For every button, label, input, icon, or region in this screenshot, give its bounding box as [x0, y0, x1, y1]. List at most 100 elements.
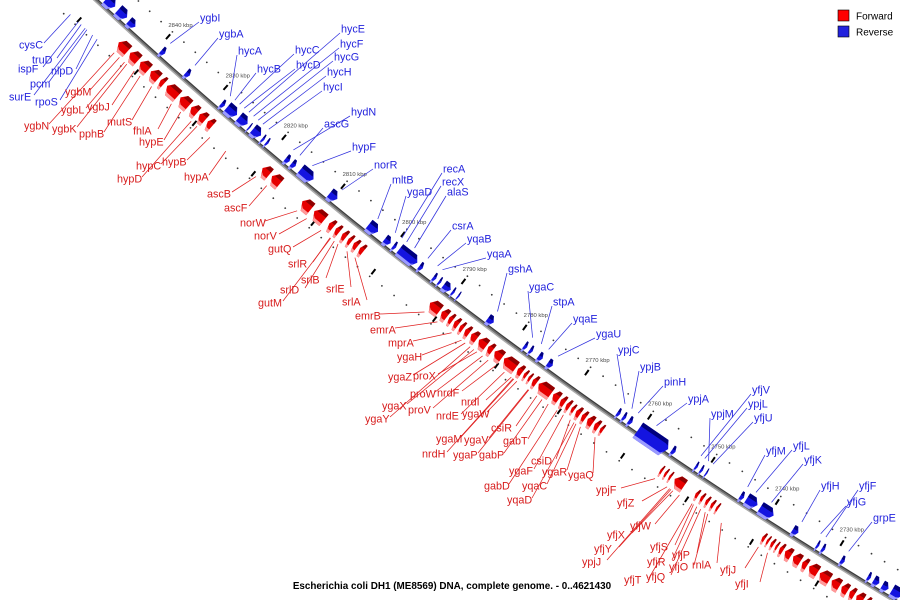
- svg-text:ygaD: ygaD: [407, 187, 432, 199]
- svg-text:hycG: hycG: [334, 52, 359, 64]
- svg-text:hycI: hycI: [323, 82, 343, 94]
- svg-text:ygaM: ygaM: [436, 434, 462, 446]
- svg-text:hypD: hypD: [117, 174, 142, 186]
- svg-text:ascG: ascG: [324, 119, 349, 131]
- svg-text:norV: norV: [254, 231, 278, 243]
- svg-text:yfjR: yfjR: [647, 557, 666, 569]
- svg-text:ygaR: ygaR: [542, 467, 567, 479]
- svg-text:yfjZ: yfjZ: [617, 498, 635, 510]
- svg-text:hypB: hypB: [162, 157, 187, 169]
- svg-text:hycA: hycA: [238, 46, 263, 58]
- svg-text:srlE: srlE: [326, 284, 345, 296]
- svg-text:hypF: hypF: [352, 142, 376, 154]
- svg-text:yfjS: yfjS: [650, 542, 668, 554]
- svg-text:yfjK: yfjK: [804, 455, 823, 467]
- svg-text:srlA: srlA: [342, 297, 361, 309]
- svg-text:Forward: Forward: [856, 12, 893, 23]
- svg-text:2760 kbp: 2760 kbp: [648, 402, 673, 408]
- svg-text:yfjY: yfjY: [594, 544, 612, 556]
- svg-text:yfjX: yfjX: [607, 530, 625, 542]
- svg-text:2730 kbp: 2730 kbp: [840, 528, 865, 534]
- svg-text:gabP: gabP: [479, 450, 504, 462]
- svg-text:mltB: mltB: [392, 175, 414, 187]
- svg-text:ygbK: ygbK: [52, 124, 77, 136]
- svg-text:hypC: hypC: [136, 161, 161, 173]
- svg-text:ascB: ascB: [207, 189, 231, 201]
- svg-text:ygaP: ygaP: [453, 450, 478, 462]
- svg-text:yfjI: yfjI: [735, 579, 749, 591]
- svg-text:ygbI: ygbI: [200, 13, 220, 25]
- svg-text:ypjC: ypjC: [618, 345, 640, 357]
- svg-text:nrdH: nrdH: [422, 449, 445, 461]
- svg-text:grpE: grpE: [873, 513, 896, 525]
- svg-text:ygaU: ygaU: [596, 329, 621, 341]
- svg-text:2780 kbp: 2780 kbp: [524, 313, 549, 319]
- svg-text:hycB: hycB: [257, 64, 281, 76]
- svg-text:hycF: hycF: [340, 39, 364, 51]
- svg-text:nrdF: nrdF: [437, 388, 460, 400]
- svg-text:hycH: hycH: [327, 67, 352, 79]
- svg-text:2770 kbp: 2770 kbp: [585, 358, 610, 364]
- svg-text:2790 kbp: 2790 kbp: [463, 267, 488, 273]
- svg-text:ypjF: ypjF: [596, 485, 617, 497]
- svg-text:pinH: pinH: [664, 377, 686, 389]
- svg-text:yqaD: yqaD: [507, 495, 532, 507]
- svg-text:mutS: mutS: [107, 117, 132, 129]
- svg-text:ygbJ: ygbJ: [87, 102, 110, 114]
- svg-text:nrdI: nrdI: [461, 397, 480, 409]
- svg-text:nrdE: nrdE: [436, 411, 459, 423]
- svg-text:yfjP: yfjP: [672, 550, 690, 562]
- svg-text:yfjU: yfjU: [754, 413, 773, 425]
- svg-text:stpA: stpA: [553, 297, 575, 309]
- svg-text:yqaE: yqaE: [573, 314, 598, 326]
- svg-text:ygaF: ygaF: [509, 466, 533, 478]
- svg-text:ygaZ: ygaZ: [388, 372, 412, 384]
- svg-text:ygaY: ygaY: [365, 414, 390, 426]
- svg-text:yfjQ: yfjQ: [646, 572, 665, 584]
- svg-text:mprA: mprA: [388, 338, 415, 350]
- svg-text:norR: norR: [374, 160, 398, 172]
- svg-text:yfjL: yfjL: [793, 441, 810, 453]
- svg-text:recA: recA: [443, 164, 466, 176]
- svg-text:hypA: hypA: [184, 172, 209, 184]
- svg-text:ypjA: ypjA: [688, 394, 710, 406]
- svg-text:ygaC: ygaC: [529, 282, 554, 294]
- svg-text:ascF: ascF: [224, 203, 248, 215]
- svg-text:yfjO: yfjO: [669, 562, 688, 574]
- svg-text:norW: norW: [240, 218, 267, 230]
- svg-text:yfjG: yfjG: [847, 497, 866, 509]
- svg-text:2820 kbp: 2820 kbp: [284, 123, 309, 129]
- svg-text:ypjM: ypjM: [711, 409, 734, 421]
- svg-text:ygbM: ygbM: [65, 87, 91, 99]
- svg-text:rpoS: rpoS: [35, 97, 58, 109]
- svg-text:nlpD: nlpD: [51, 66, 73, 78]
- svg-text:srlB: srlB: [301, 275, 320, 287]
- svg-text:yqaB: yqaB: [467, 234, 492, 246]
- svg-text:yfjV: yfjV: [752, 385, 771, 397]
- svg-text:gutM: gutM: [258, 298, 282, 310]
- svg-text:yfjJ: yfjJ: [720, 565, 736, 577]
- svg-text:2830 kbp: 2830 kbp: [226, 74, 251, 80]
- svg-text:yfjH: yfjH: [821, 481, 840, 493]
- svg-text:hycD: hycD: [296, 60, 321, 72]
- svg-text:surE: surE: [9, 92, 31, 104]
- svg-text:Reverse: Reverse: [856, 28, 894, 39]
- svg-text:gshA: gshA: [508, 264, 533, 276]
- svg-text:proV: proV: [408, 405, 432, 417]
- svg-text:ygbL: ygbL: [61, 105, 84, 117]
- svg-text:2740 kbp: 2740 kbp: [775, 487, 800, 493]
- svg-text:emrB: emrB: [355, 311, 381, 323]
- svg-text:proX: proX: [413, 371, 436, 383]
- svg-text:ypjL: ypjL: [748, 399, 768, 411]
- svg-text:yqaA: yqaA: [487, 249, 512, 261]
- svg-text:Escherichia coli DH1 (ME8569): Escherichia coli DH1 (ME8569) DNA, compl…: [293, 581, 612, 592]
- svg-text:hycE: hycE: [341, 24, 365, 36]
- svg-text:yfjW: yfjW: [630, 521, 652, 533]
- svg-text:gabT: gabT: [503, 436, 528, 448]
- svg-text:alaS: alaS: [447, 187, 469, 199]
- svg-text:csiR: csiR: [491, 423, 512, 435]
- svg-text:gabD: gabD: [484, 481, 510, 493]
- svg-text:csrA: csrA: [452, 221, 474, 233]
- svg-text:emrA: emrA: [370, 325, 397, 337]
- svg-text:ypjB: ypjB: [640, 362, 661, 374]
